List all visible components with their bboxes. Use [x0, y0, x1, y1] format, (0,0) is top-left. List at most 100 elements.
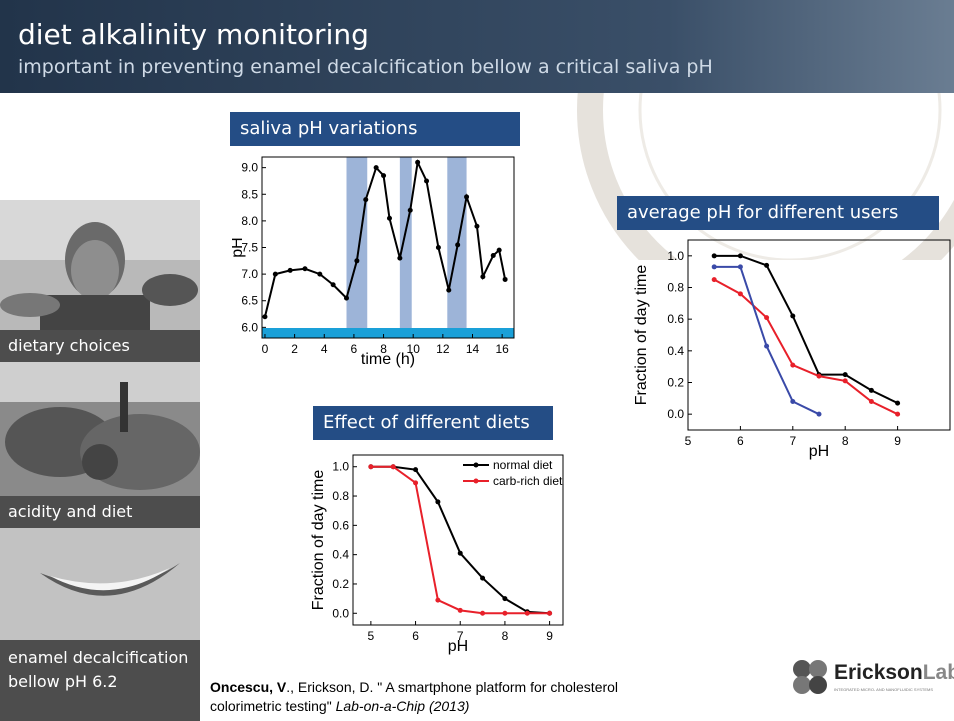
y-tick-label: 0.8 — [667, 281, 684, 295]
data-point — [390, 464, 396, 470]
slide-subtitle: important in preventing enamel decalcifi… — [18, 56, 713, 78]
data-point — [790, 313, 796, 319]
y-tick-label: 0.4 — [332, 548, 349, 562]
data-point — [446, 287, 452, 293]
data-point — [502, 596, 508, 602]
data-point — [363, 197, 369, 203]
legend-dot — [473, 462, 479, 468]
data-point — [711, 264, 717, 270]
x-tick-label: 9 — [894, 434, 901, 448]
x-tick-label: 12 — [436, 342, 450, 356]
logo-tagline: INTEGRATED MICRO- AND NANOFLUIDIC SYSTEM… — [834, 687, 934, 692]
citation: Oncescu, V., Erickson, D. " A smartphone… — [210, 678, 680, 716]
data-point — [272, 271, 278, 277]
chart: 0.0 0.2 0.4 0.6 0.8 1.0 5 6 7 8 9 pH Fraction of day… — [633, 239, 951, 460]
data-point — [457, 607, 463, 613]
data-point — [764, 262, 770, 268]
data-point — [547, 610, 553, 616]
series-line — [714, 254, 899, 404]
y-tick-label: 7.0 — [241, 267, 258, 281]
x-tick-label: 7 — [789, 434, 796, 448]
data-point — [524, 610, 530, 616]
data-point — [737, 264, 743, 270]
logo-suffix: Lab — [922, 661, 954, 684]
caption: enamel decalcification bellow pH 6.2 — [0, 640, 200, 721]
chart: 0.0 0.2 0.4 0.6 0.8 1.0 5 6 7 8 9 pH Fraction of day… — [310, 454, 564, 655]
data-point — [842, 372, 848, 378]
data-point — [457, 550, 463, 556]
data-point — [480, 274, 486, 280]
data-point — [415, 159, 421, 165]
y-tick-label: 7.5 — [241, 241, 258, 255]
y-tick-label: 0.8 — [332, 489, 349, 503]
series-line — [370, 465, 550, 615]
x-tick-label: 4 — [321, 342, 328, 356]
data-point — [496, 247, 502, 253]
slide-title: diet alkalinity monitoring — [18, 18, 369, 51]
y-axis-label: Fraction of day time — [633, 265, 650, 406]
x-tick-label: 16 — [495, 342, 509, 356]
photo-man-burger — [0, 200, 200, 330]
data-point — [397, 255, 403, 261]
data-point — [790, 399, 796, 404]
chart: 6.0 6.5 7.0 7.5 8.0 8.5 9.0 0 2 4 6 8 10 12 14 16 time (… — [232, 156, 515, 368]
data-point — [424, 178, 430, 184]
x-tick-label: 8 — [502, 629, 509, 643]
data-point — [737, 291, 743, 297]
y-tick-label: 0.6 — [667, 312, 684, 326]
photo-food — [0, 362, 200, 496]
data-point — [474, 223, 480, 229]
x-axis-label: pH — [809, 443, 829, 460]
legend-label: carb-rich diet — [493, 474, 563, 488]
data-point — [737, 253, 743, 259]
data-point — [343, 295, 349, 301]
data-point — [368, 464, 374, 470]
data-point — [868, 387, 874, 393]
x-tick-label: 9 — [546, 629, 553, 643]
data-point — [764, 315, 770, 321]
plot-frame — [687, 239, 951, 431]
y-axis-label: Fraction of day time — [310, 470, 327, 611]
y-tick-label: 6.5 — [241, 294, 258, 308]
y-tick-label: 0.2 — [667, 376, 684, 390]
caption: acidity and diet — [0, 496, 200, 528]
data-point — [764, 343, 770, 349]
data-point — [317, 271, 323, 277]
y-tick-label: 9.0 — [241, 161, 258, 175]
series-line — [370, 465, 550, 615]
x-tick-label: 8 — [842, 434, 849, 448]
x-axis-label: time (h) — [361, 351, 415, 368]
chart-title: saliva pH variations — [230, 112, 520, 146]
data-point — [354, 258, 360, 264]
x-tick-label: 6 — [412, 629, 419, 643]
data-point — [868, 399, 874, 404]
logo-name: Erickson — [834, 661, 923, 684]
legend-dot — [473, 478, 479, 484]
data-point — [480, 610, 486, 616]
x-tick-label: 7 — [457, 629, 464, 643]
x-tick-label: 8 — [380, 342, 387, 356]
citation-text: ., Erickson, D. " A smartphone platform … — [210, 679, 619, 714]
data-point — [490, 252, 496, 258]
logo-icon — [793, 660, 827, 694]
chart-title: average pH for different users — [617, 196, 939, 230]
data-point — [480, 575, 486, 581]
photo-smile — [0, 528, 200, 640]
series-line — [713, 278, 899, 416]
x-tick-label: 10 — [407, 342, 421, 356]
data-point — [502, 610, 508, 616]
x-tick-label: 0 — [262, 342, 269, 356]
data-point — [711, 277, 717, 283]
y-tick-label: 0.6 — [332, 518, 349, 532]
citation-author: Oncescu, V — [210, 679, 287, 695]
data-point — [386, 215, 392, 221]
y-tick-label: 0.2 — [332, 577, 349, 591]
y-tick-label: 1.0 — [332, 460, 349, 474]
baseline-strip — [262, 328, 514, 338]
data-point — [407, 207, 413, 213]
data-point — [816, 411, 822, 417]
data-point — [711, 253, 717, 259]
caption: dietary choices — [0, 330, 200, 362]
x-tick-label: 2 — [291, 342, 298, 356]
header-bar — [0, 0, 954, 93]
